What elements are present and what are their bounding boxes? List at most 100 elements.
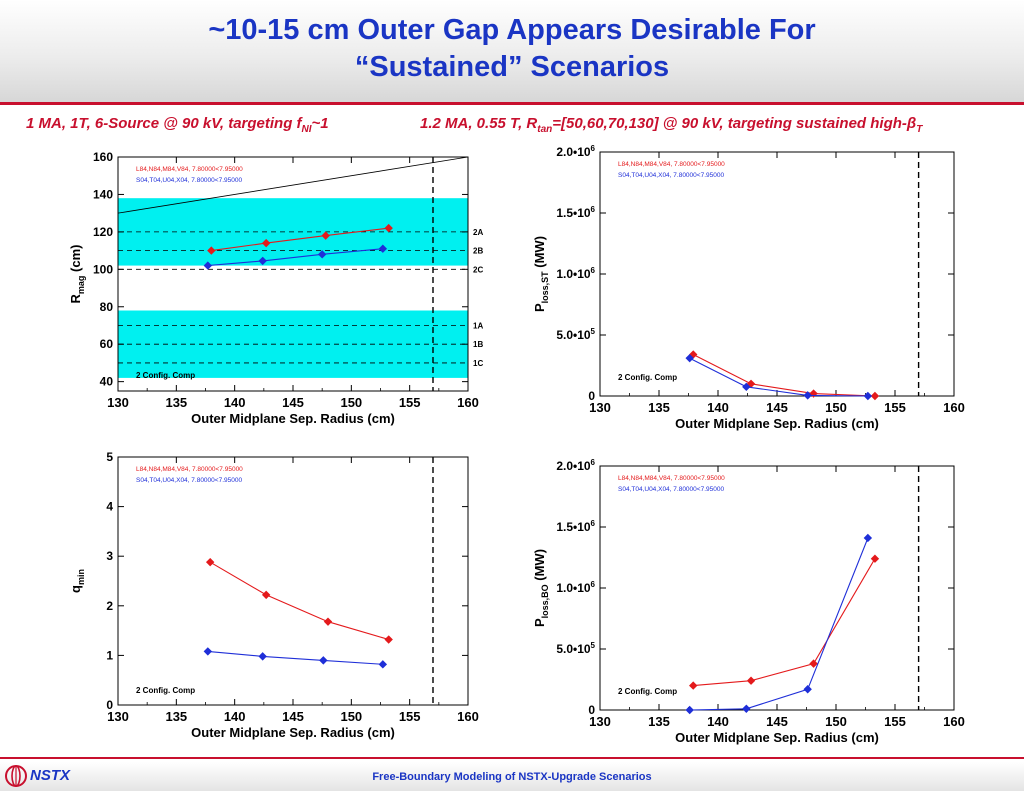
data-point-blue [258, 652, 267, 661]
footer-title: Free-Boundary Modeling of NSTX-Upgrade S… [372, 771, 652, 783]
data-point-blue [378, 660, 388, 669]
annotation: 2 Config. Comp [136, 371, 195, 380]
chart-rmag: 2A 2B 2C 1A 1B 1C 130 135 140 145 150 155 160 Outer M… [68, 150, 483, 426]
legend-entry-blue: S04,T04,U04,X04, 7.80000<7.95000 [136, 477, 242, 484]
legend-entry-blue: S04,T04,U04,X04, 7.80000<7.95000 [618, 172, 724, 179]
series-line-blue [689, 537, 869, 711]
subtitle-left-post: ~1 [311, 115, 329, 132]
x-tick-label: 135 [648, 714, 670, 729]
x-tick-label: 145 [282, 395, 304, 410]
y-tick-label: 60 [100, 337, 114, 351]
legend-entry-blue: S04,T04,U04,X04, 7.80000<7.95000 [136, 177, 242, 184]
title-line-1: ~10-15 cm Outer Gap Appears Desirable Fo… [208, 14, 816, 46]
data-point-red [870, 554, 880, 563]
hline-label-2c: 2C [473, 265, 483, 274]
chart-ploss-st: 130 135 140 145 150 155 160 Outer Midplane Sep.… [532, 144, 965, 431]
x-tick-label: 150 [825, 714, 847, 729]
x-tick-label: 140 [707, 400, 729, 415]
y-tick-label: 1.5•106 [556, 205, 595, 220]
legend-entry-red: L84,N84,M84,V84, 7.80000<7.95000 [618, 161, 725, 168]
x-tick-label: 150 [825, 400, 847, 415]
hline-label-1c: 1C [473, 359, 483, 368]
x-axis-label: Outer Midplane Sep. Radius (cm) [191, 725, 395, 740]
x-tick-label: 155 [884, 400, 906, 415]
annotation: 2 Config. Comp [618, 373, 677, 382]
x-axis-label: Outer Midplane Sep. Radius (cm) [675, 416, 879, 431]
subtitle-left-text: 1 MA, 1T, 6-Source @ 90 kV, targeting f [26, 115, 302, 132]
x-tick-label: 160 [943, 714, 965, 729]
y-tick-label: 1 [106, 648, 113, 662]
subtitle-left-sub: NI [301, 124, 312, 135]
nstx-logo-icon [5, 765, 27, 787]
y-tick-label: 3 [106, 549, 113, 563]
data-point-blue [685, 705, 694, 715]
subtitle-right: 1.2 MA, 0.55 T, Rtan=[50,60,70,130] @ 90… [420, 115, 922, 135]
y-tick-label: 1.0•106 [556, 266, 595, 281]
legend-entry-red: L84,N84,M84,V84, 7.80000<7.95000 [618, 475, 725, 482]
x-tick-label: 160 [943, 400, 965, 415]
series-line-blue [207, 650, 383, 665]
data-point-red [205, 557, 215, 567]
y-axis-label: qmin [68, 569, 86, 593]
slide-title: ~10-15 cm Outer Gap Appears Desirable Fo… [0, 12, 1024, 86]
x-tick-label: 140 [224, 709, 246, 724]
data-point-blue [742, 704, 751, 713]
hline-label-1b: 1B [473, 340, 483, 349]
x-tick-label: 155 [884, 714, 906, 729]
data-point-blue [317, 250, 327, 259]
y-tick-label: 40 [100, 375, 114, 389]
data-point-red [323, 617, 333, 626]
subtitle-right-sub2: T [916, 124, 923, 135]
header-rule [0, 102, 1024, 105]
data-point-blue [203, 647, 213, 656]
subtitle-right-post: =[50,60,70,130] @ 90 kV, targeting susta… [552, 115, 917, 132]
title-line-2: “Sustained” Scenarios [354, 51, 670, 83]
x-tick-label: 155 [399, 395, 421, 410]
hline-label-2a: 2A [473, 228, 483, 237]
plot-frame [599, 151, 955, 397]
x-tick-label: 160 [457, 395, 479, 410]
x-tick-label: 130 [589, 714, 611, 729]
legend-entry-red: L84,N84,M84,V84, 7.80000<7.95000 [136, 466, 243, 473]
subtitle-right-sub: tan [537, 124, 553, 135]
x-tick-label: 150 [340, 395, 362, 410]
series-line-red [211, 227, 389, 252]
x-tick-label: 150 [340, 709, 362, 724]
y-tick-label: 5.0•105 [556, 641, 595, 656]
data-point-blue [742, 382, 751, 392]
y-tick-label: 140 [93, 187, 113, 201]
reference-line [118, 157, 468, 214]
series-line-blue [689, 357, 868, 397]
subtitle-right-text: 1.2 MA, 0.55 T, R [420, 115, 538, 132]
y-axis-label: Ploss,BO (MW) [532, 549, 550, 627]
data-point-red [321, 231, 330, 240]
x-axis-label: Outer Midplane Sep. Radius (cm) [191, 411, 395, 426]
y-axis-label: Ploss,ST (MW) [532, 236, 550, 312]
data-point-blue [258, 256, 267, 266]
x-tick-label: 140 [707, 714, 729, 729]
footer-brand: NSTX [30, 767, 71, 784]
data-point-red [746, 676, 756, 685]
y-tick-label: 160 [93, 150, 113, 164]
y-tick-label: 100 [93, 262, 113, 276]
x-tick-label: 140 [224, 395, 246, 410]
chart-ploss-bo: 130 135 140 145 150 155 160 Outer Midplane Sep.… [532, 458, 965, 745]
x-tick-label: 145 [766, 714, 788, 729]
data-point-red [261, 238, 271, 248]
y-tick-label: 2.0•106 [556, 458, 595, 473]
header-band [0, 0, 1024, 104]
data-point-blue [378, 244, 388, 253]
data-point-red [809, 659, 818, 668]
y-tick-label: 1.0•106 [556, 580, 595, 595]
data-point-red [384, 223, 393, 233]
y-tick-label: 0 [106, 698, 113, 712]
footer-rule [0, 757, 1024, 759]
data-point-red [261, 590, 271, 600]
data-point-blue [203, 261, 213, 270]
footer-band [0, 762, 1024, 791]
data-point-blue [685, 353, 694, 363]
data-point-red [870, 391, 880, 401]
x-tick-label: 135 [648, 400, 670, 415]
y-tick-label: 5.0•105 [556, 327, 595, 342]
